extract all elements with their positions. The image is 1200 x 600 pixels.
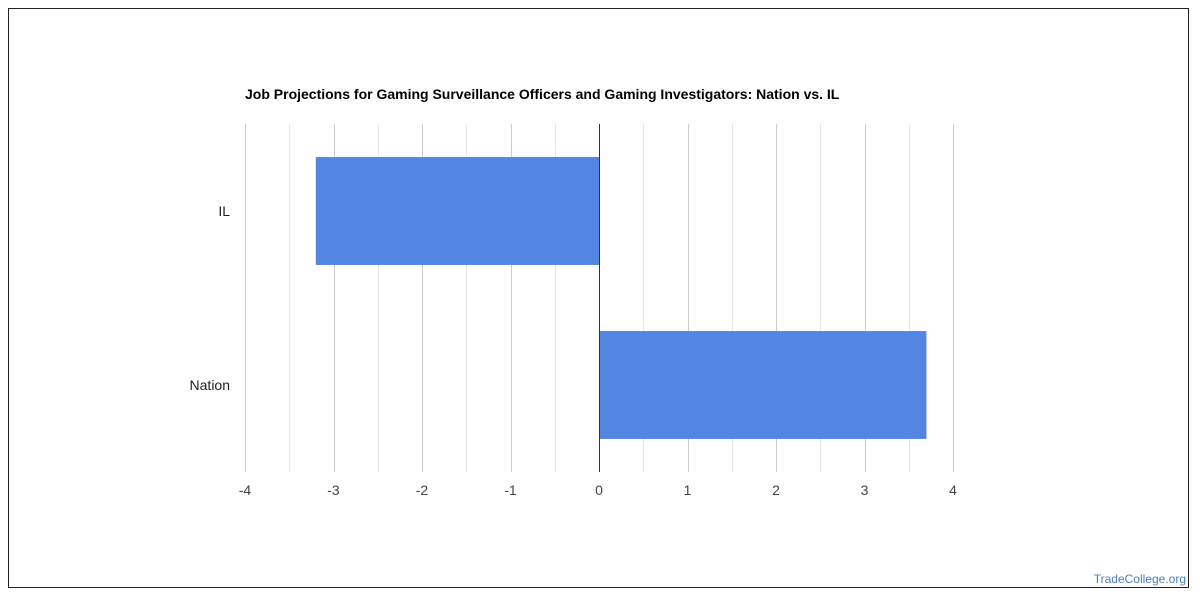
x-tick-label: 0 (595, 482, 603, 498)
x-tick-label: 1 (684, 482, 692, 498)
chart-frame (8, 8, 1189, 588)
bars (315, 157, 927, 439)
chart-title: Job Projections for Gaming Surveillance … (245, 86, 840, 102)
category-label-il: IL (218, 203, 230, 219)
bar-nation[interactable] (599, 331, 927, 439)
bar-il[interactable] (315, 157, 599, 265)
x-tick-label: -2 (416, 482, 429, 498)
x-tick-label: 2 (772, 482, 780, 498)
x-tick-label: -3 (327, 482, 340, 498)
x-tick-label: 4 (949, 482, 957, 498)
category-label-nation: Nation (190, 377, 230, 393)
watermark[interactable]: TradeCollege.org (1093, 572, 1186, 586)
axes: IL Nation -4 -3 -2 -1 0 1 2 3 4 (190, 124, 957, 498)
x-tick-label: 3 (861, 482, 869, 498)
x-tick-label: -1 (504, 482, 517, 498)
x-tick-label: -4 (239, 482, 252, 498)
gridlines (245, 124, 954, 472)
